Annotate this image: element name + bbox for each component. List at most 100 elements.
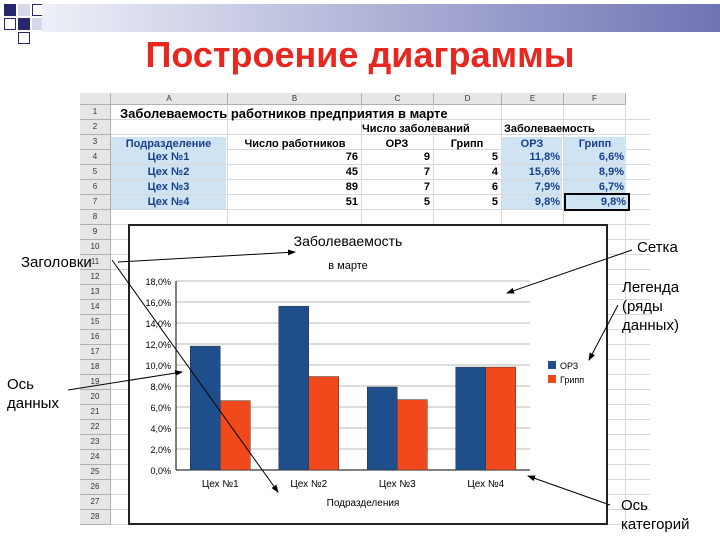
row-header[interactable]: 15 [80,315,111,330]
grid-line [625,105,626,525]
grid-line [111,134,650,135]
row-header[interactable]: 5 [80,165,111,180]
column-header[interactable]: A [111,93,228,105]
row-header[interactable]: 22 [80,420,111,435]
table-cell[interactable]: 76 [345,151,358,163]
grid-line [111,119,650,120]
header-flu-rate: Грипп [564,137,626,151]
y-tick-label: 4,0% [150,424,171,434]
chart-subtitle: в марте [328,260,368,272]
row-header[interactable]: 27 [80,495,111,510]
table-cell[interactable]: 45 [345,166,358,178]
column-header[interactable]: B [228,93,362,105]
table-cell[interactable]: 6,6% [564,150,626,164]
bar-orz [190,345,221,471]
row-header[interactable]: 12 [80,270,111,285]
table-cell[interactable]: 89 [345,181,358,193]
annotation-category-axis-line1: Ось [621,497,648,514]
grid-line [111,164,650,165]
bar-chart: Заболеваемость в марте 0,0% 2,0% 4,0% 6,0% 8,0… [145,233,584,509]
table-cell[interactable]: 51 [345,196,358,208]
header-flu-count: Грипп [450,138,484,150]
column-header[interactable]: D [434,93,502,105]
header-orz-count: ОРЗ [385,138,409,150]
row-header[interactable]: 6 [80,180,111,195]
decor-square [18,18,30,30]
column-header[interactable]: E [502,93,564,105]
column-header[interactable]: F [564,93,626,105]
table-cell[interactable]: 11,8% [502,150,562,164]
table-cell[interactable]: Цех №1 [111,150,226,164]
row-header[interactable]: 16 [80,330,111,345]
y-tick-label: 14,0% [145,319,171,329]
column-header[interactable]: C [362,93,434,105]
table-cell[interactable]: 7,9% [502,180,562,194]
row-header[interactable]: 14 [80,300,111,315]
table-cell[interactable]: 6 [491,181,498,193]
table-cell[interactable]: 6,7% [564,180,626,194]
row-header[interactable]: 25 [80,465,111,480]
row-header[interactable]: 13 [80,285,111,300]
grid-line [111,149,650,150]
row-header[interactable]: 4 [80,150,111,165]
table-cell[interactable]: 8,9% [564,165,626,179]
row-header[interactable]: 1 [80,105,111,120]
annotation-legend-line1: Легенда [622,279,680,296]
table-cell[interactable]: Цех №2 [111,165,226,179]
table-cell[interactable]: 9 [423,151,430,163]
bar-orz [455,366,486,471]
row-header[interactable]: 8 [80,210,111,225]
row-header[interactable]: 28 [80,510,111,525]
table-cell[interactable]: Цех №4 [111,195,226,209]
row-header[interactable]: 26 [80,480,111,495]
sheet-title: Заболеваемость работников предприятия в … [120,107,448,121]
row-header[interactable]: 10 [80,240,111,255]
row-header[interactable]: 7 [80,195,111,210]
row-header[interactable]: 20 [80,390,111,405]
row-header[interactable]: 23 [80,435,111,450]
grid-line [111,179,650,180]
table-cell[interactable]: 4 [491,166,498,178]
y-tick-label: 0,0% [150,466,171,476]
table-cell[interactable]: 7 [423,166,430,178]
row-header[interactable]: 2 [80,120,111,135]
table-cell[interactable]: 5 [491,151,498,163]
legend-label: Грипп [560,375,584,385]
bar-gripp [485,366,516,471]
x-tick-label: Цех №2 [290,479,327,490]
row-header[interactable]: 24 [80,450,111,465]
header-gradient-bar [42,4,720,32]
table-cell[interactable]: 5 [423,196,430,208]
annotation-category-axis-line2: категорий [621,516,690,533]
decor-square [18,32,30,44]
grid-line [111,209,650,210]
row-header[interactable]: 21 [80,405,111,420]
sheet-corner [80,93,111,105]
header-cases: Число заболеваний [362,123,470,135]
table-cell[interactable]: 5 [491,196,498,208]
table-cell[interactable]: 15,6% [502,165,562,179]
x-tick-label: Цех №1 [202,479,239,490]
row-header[interactable]: 17 [80,345,111,360]
chart-title: Заболеваемость [294,233,403,249]
table-cell[interactable]: 9,8% [564,193,630,211]
row-header[interactable]: 18 [80,360,111,375]
bar-gripp [308,376,339,471]
annotation-legend-line2: (ряды [622,298,663,315]
y-tick-label: 12,0% [145,340,171,350]
bar-gripp [397,399,428,471]
header-department: Подразделение [111,137,226,151]
table-cell[interactable]: 7 [423,181,430,193]
annotation-grid: Сетка [637,239,678,256]
chart-area[interactable]: Заболеваемость в марте 0,0% 2,0% 4,0% 6,0% 8,0… [128,224,608,525]
row-header[interactable]: 11 [80,255,111,270]
table-cell[interactable]: 9,8% [502,195,562,209]
row-header[interactable]: 19 [80,375,111,390]
slide-title: Построение диаграммы [145,34,575,75]
y-tick-label: 6,0% [150,403,171,413]
table-cell[interactable]: Цех №3 [111,180,226,194]
row-header[interactable]: 9 [80,225,111,240]
annotation-data-axis-line2: данных [7,395,59,412]
row-header[interactable]: 3 [80,135,111,150]
y-tick-label: 16,0% [145,298,171,308]
